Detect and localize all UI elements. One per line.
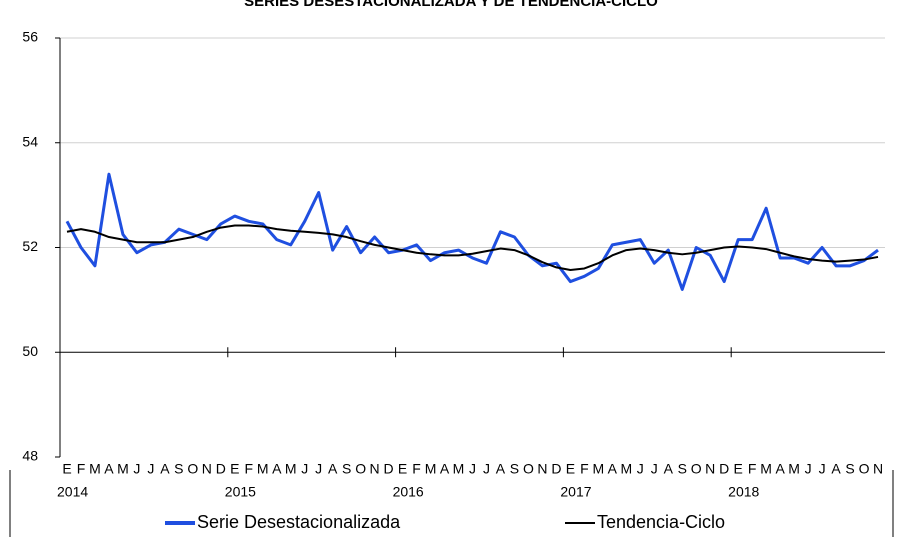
x-tick-label: J: [483, 461, 490, 477]
year-label: 2014: [57, 484, 88, 500]
x-tick-label: O: [355, 461, 366, 477]
x-tick-label: F: [77, 461, 86, 477]
x-tick-label: S: [845, 461, 854, 477]
year-label: 2018: [728, 484, 759, 500]
x-tick-label: J: [469, 461, 476, 477]
x-tick-label: J: [651, 461, 658, 477]
x-tick-label: F: [244, 461, 253, 477]
year-label: 2015: [225, 484, 256, 500]
x-tick-label: A: [160, 461, 170, 477]
x-tick-label: M: [257, 461, 269, 477]
x-tick-label: S: [678, 461, 687, 477]
x-tick-label: E: [566, 461, 575, 477]
y-tick-label: 50: [22, 343, 38, 359]
x-tick-label: J: [637, 461, 644, 477]
x-tick-label: O: [187, 461, 198, 477]
x-tick-label: O: [523, 461, 534, 477]
x-tick-label: M: [285, 461, 297, 477]
x-tick-label: M: [788, 461, 800, 477]
x-tick-label: J: [819, 461, 826, 477]
x-tick-label: J: [301, 461, 308, 477]
x-tick-label: J: [147, 461, 154, 477]
x-tick-label: M: [425, 461, 437, 477]
x-tick-label: A: [831, 461, 841, 477]
x-tick-label: E: [62, 461, 71, 477]
x-tick-label: O: [691, 461, 702, 477]
x-tick-label: A: [328, 461, 338, 477]
x-tick-label: F: [412, 461, 421, 477]
x-tick-label: A: [664, 461, 674, 477]
x-tick-label: D: [384, 461, 394, 477]
x-tick-label: D: [719, 461, 729, 477]
x-tick-label: E: [734, 461, 743, 477]
x-tick-label: A: [775, 461, 785, 477]
x-tick-label: S: [342, 461, 351, 477]
y-tick-label: 52: [22, 238, 38, 254]
x-tick-label: F: [580, 461, 589, 477]
series-line: [65, 172, 879, 291]
x-tick-label: A: [440, 461, 450, 477]
x-tick-label: N: [370, 461, 380, 477]
x-tick-label: M: [453, 461, 465, 477]
x-tick-label: M: [593, 461, 605, 477]
x-tick-label: S: [174, 461, 183, 477]
year-label: 2017: [560, 484, 591, 500]
x-tick-label: F: [748, 461, 757, 477]
x-tick-label: M: [117, 461, 129, 477]
x-tick-label: E: [398, 461, 407, 477]
x-tick-label: A: [496, 461, 506, 477]
x-tick-label: O: [859, 461, 870, 477]
x-tick-label: J: [315, 461, 322, 477]
y-tick-label: 56: [22, 29, 38, 45]
x-tick-label: A: [272, 461, 282, 477]
chart-title: SERIES DESESTACIONALIZADA Y DE TENDENCIA…: [244, 0, 658, 10]
x-tick-label: N: [873, 461, 883, 477]
x-tick-label: J: [133, 461, 140, 477]
x-tick-label: M: [760, 461, 772, 477]
x-tick-label: D: [551, 461, 561, 477]
legend-label: Serie Desestacionalizada: [197, 512, 401, 532]
x-tick-label: A: [104, 461, 114, 477]
x-tick-label: M: [620, 461, 632, 477]
x-tick-label: N: [537, 461, 547, 477]
legend-label: Tendencia-Ciclo: [597, 512, 725, 532]
x-tick-label: N: [202, 461, 212, 477]
x-tick-label: M: [89, 461, 101, 477]
y-tick-label: 54: [22, 133, 38, 149]
x-tick-label: J: [805, 461, 812, 477]
x-tick-label: S: [510, 461, 519, 477]
series-line: [66, 224, 879, 272]
year-label: 2016: [393, 484, 424, 500]
x-tick-label: A: [608, 461, 618, 477]
x-tick-label: N: [705, 461, 715, 477]
x-tick-label: D: [216, 461, 226, 477]
x-tick-label: E: [230, 461, 239, 477]
y-tick-label: 48: [22, 448, 38, 464]
